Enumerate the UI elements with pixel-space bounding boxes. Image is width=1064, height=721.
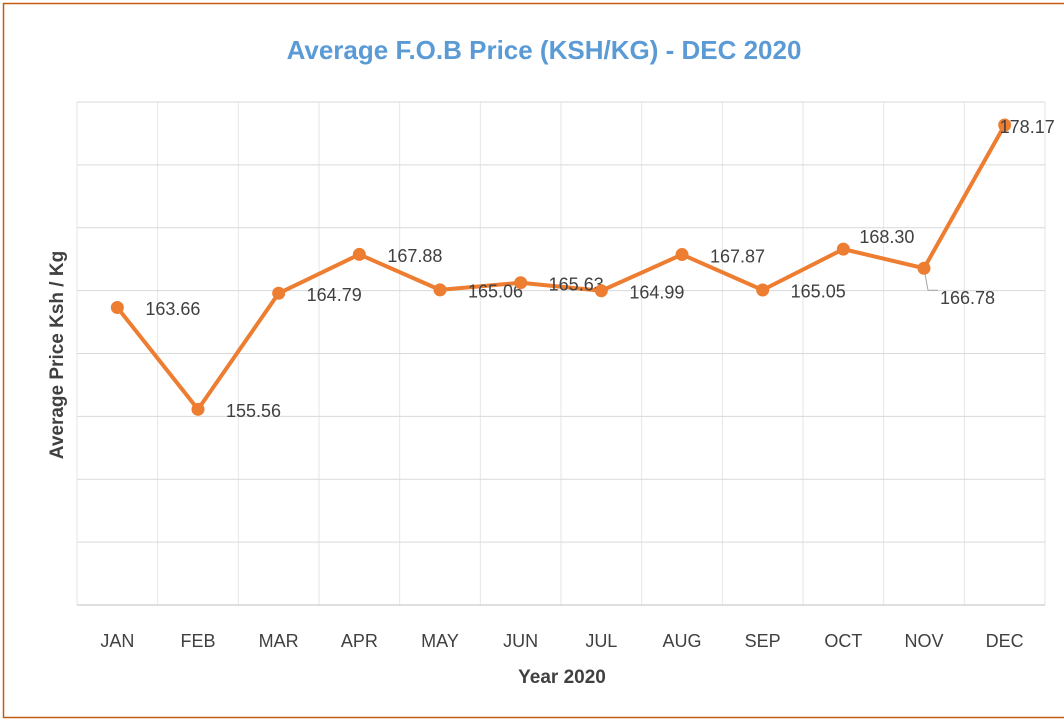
- chart-title: Average F.O.B Price (KSH/KG) - DEC 2020: [287, 35, 802, 65]
- x-tick-label: JUL: [585, 631, 617, 651]
- data-label: 164.99: [629, 283, 684, 303]
- data-point: [998, 118, 1012, 132]
- x-tick-label: SEP: [745, 631, 781, 651]
- x-tick-label: JAN: [100, 631, 134, 651]
- data-label: 168.30: [859, 227, 914, 247]
- data-point: [272, 286, 286, 300]
- data-point: [433, 283, 447, 297]
- data-label: 167.88: [387, 246, 442, 266]
- x-tick-label: AUG: [662, 631, 701, 651]
- x-tick-label: NOV: [904, 631, 943, 651]
- series-line: [115, 124, 1007, 412]
- x-tick-label: FEB: [180, 631, 215, 651]
- x-tick-label: MAR: [259, 631, 299, 651]
- x-tick-label: APR: [341, 631, 378, 651]
- data-label: 165.06: [468, 282, 523, 302]
- data-label: 178.17: [1000, 117, 1055, 137]
- data-label: 167.87: [710, 246, 765, 266]
- data-point: [675, 248, 689, 262]
- x-tick-label: DEC: [986, 631, 1024, 651]
- data-label: 165.63: [549, 274, 604, 294]
- data-label: 164.79: [307, 285, 362, 305]
- data-label: 155.56: [226, 401, 281, 421]
- data-point: [917, 261, 931, 275]
- data-point: [756, 283, 770, 297]
- data-label: 163.66: [145, 299, 200, 319]
- x-tick-label: OCT: [824, 631, 862, 651]
- data-point: [594, 284, 608, 298]
- x-tick-label: JUN: [503, 631, 538, 651]
- x-axis-label: Year 2020: [518, 667, 606, 688]
- leader-line: [923, 268, 938, 291]
- x-tick-label: MAY: [421, 631, 459, 651]
- data-label: 165.05: [791, 282, 846, 302]
- data-point: [110, 300, 124, 314]
- data-label: 166.78: [940, 288, 995, 308]
- y-axis-label: Average Price Ksh / Kg: [47, 251, 68, 459]
- data-point: [191, 402, 205, 416]
- data-point: [352, 247, 366, 261]
- data-point: [836, 242, 850, 256]
- data-point: [514, 276, 528, 290]
